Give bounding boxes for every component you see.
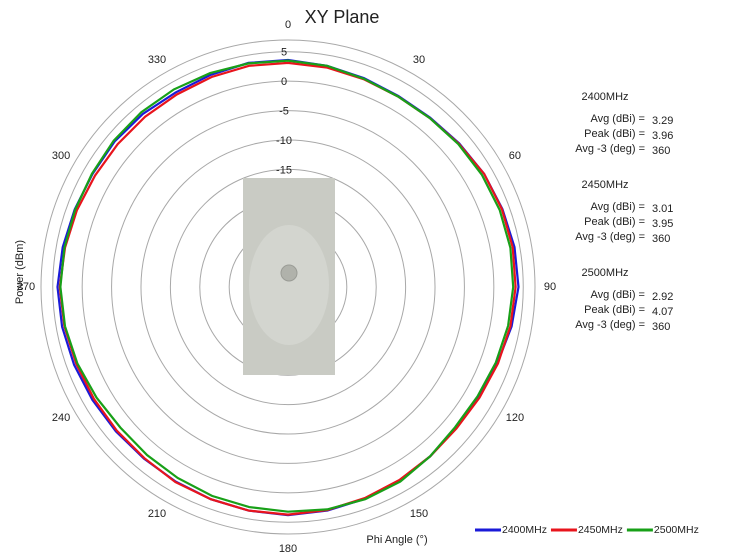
stats-label: Avg -3 (deg) = — [575, 143, 645, 155]
stats-value: 360 — [652, 233, 670, 245]
legend-label: 2450MHz — [578, 524, 623, 536]
x-axis-label: Phi Angle (°) — [366, 534, 427, 546]
stats-value: 3.95 — [652, 218, 673, 230]
stats-title: 2450MHz — [581, 179, 628, 191]
stats-value: 360 — [652, 321, 670, 333]
r-tick-label: -15 — [276, 164, 292, 176]
stats-value: 4.07 — [652, 306, 673, 318]
stats-value: 360 — [652, 145, 670, 157]
legend: 2400MHz 2450MHz 2500MHz — [475, 524, 699, 536]
stats-value: 3.96 — [652, 130, 673, 142]
theta-tick-label: 30 — [413, 54, 425, 66]
legend-label: 2400MHz — [502, 524, 547, 536]
r-tick-label: -10 — [276, 135, 292, 147]
stats-value: 3.29 — [652, 115, 673, 127]
chart-title: XY Plane — [305, 7, 380, 27]
r-tick-label: 5 — [281, 47, 287, 59]
stats-label: Peak (dBi) = — [584, 128, 645, 140]
theta-tick-label: 210 — [148, 508, 166, 520]
device-shading — [249, 225, 329, 345]
device-knob — [281, 265, 297, 281]
theta-tick-label: 60 — [509, 150, 521, 162]
stats-label: Avg -3 (deg) = — [575, 319, 645, 331]
chart: 50-5-10-15-20-25-30030609012015018021024… — [0, 0, 735, 552]
stats-value: 2.92 — [652, 291, 673, 303]
theta-tick-label: 300 — [52, 150, 70, 162]
theta-tick-label: 330 — [148, 54, 166, 66]
legend-label: 2500MHz — [654, 524, 699, 536]
theta-tick-label: 0 — [285, 19, 291, 31]
theta-tick-label: 150 — [410, 508, 428, 520]
stats-label: Avg (dBi) = — [590, 289, 645, 301]
stats-label: Peak (dBi) = — [584, 304, 645, 316]
theta-tick-label: 90 — [544, 281, 556, 293]
r-tick-label: 0 — [281, 76, 287, 88]
stats-title: 2500MHz — [581, 267, 628, 279]
theta-tick-label: 180 — [279, 543, 297, 552]
stats-label: Avg (dBi) = — [590, 201, 645, 213]
stats-label: Peak (dBi) = — [584, 216, 645, 228]
stats-value: 3.01 — [652, 203, 673, 215]
theta-tick-label: 120 — [506, 412, 524, 424]
theta-tick-label: 240 — [52, 412, 70, 424]
stats-title: 2400MHz — [581, 91, 628, 103]
stats-label: Avg (dBi) = — [590, 113, 645, 125]
stats-label: Avg -3 (deg) = — [575, 231, 645, 243]
r-tick-label: -5 — [279, 105, 289, 117]
y-axis-label: Power (dBm) — [14, 240, 26, 304]
